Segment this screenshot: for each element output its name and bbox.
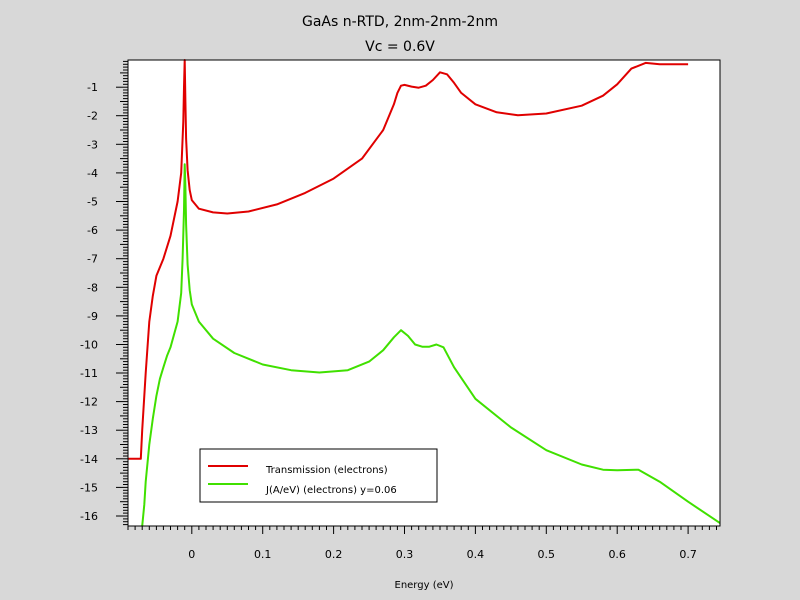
y-tick-label: -8 (87, 281, 98, 294)
x-axis-ticks: 0 0.1 0.2 0.3 0.4 0.5 0.6 0.7 (127, 526, 717, 561)
legend: Transmission (electrons) J(A/eV) (electr… (199, 448, 438, 503)
plot-area (128, 60, 720, 526)
plot-frame (127, 59, 721, 527)
legend-label-current: J(A/eV) (electrons) y=0.06 (265, 485, 397, 496)
y-tick-label: -9 (87, 310, 98, 323)
y-tick-label: -4 (87, 167, 98, 180)
y-tick-label: -15 (80, 481, 98, 494)
series-line-1 (141, 163, 721, 527)
y-tick-label: -6 (87, 224, 98, 237)
y-tick-label: -12 (80, 396, 98, 409)
chart-title: GaAs n-RTD, 2nm-2nm-2nm (302, 14, 498, 30)
y-tick-label: -1 (87, 81, 98, 94)
y-tick-label: -16 (80, 510, 98, 523)
legend-label-transmission: Transmission (electrons) (265, 465, 388, 476)
y-tick-label: -14 (80, 453, 98, 466)
x-tick-label: 0.7 (679, 548, 697, 561)
x-tick-label: 0.3 (396, 548, 414, 561)
y-tick-label: -13 (80, 424, 98, 437)
legend-box (199, 448, 438, 503)
y-axis-ticks: -1 -2 -3 -4 -5 -6 -7 -8 -9 -10 -11 -12 -13 -14 -15 -16 (80, 60, 128, 526)
y-tick-label: -3 (87, 138, 98, 151)
x-tick-label: 0.5 (538, 548, 556, 561)
chart-subtitle: Vc = 0.6V (365, 39, 435, 55)
x-tick-label: 0.4 (467, 548, 485, 561)
y-tick-label: -7 (87, 253, 98, 266)
x-axis-label: Energy (eV) (395, 580, 454, 591)
x-tick-label: 0 (188, 548, 195, 561)
x-tick-label: 0.6 (608, 548, 626, 561)
y-tick-label: -11 (80, 367, 98, 380)
x-tick-label: 0.2 (325, 548, 343, 561)
series-layer (128, 59, 721, 527)
y-tick-label: -2 (87, 110, 98, 123)
y-tick-label: -5 (87, 196, 98, 209)
y-tick-label: -10 (80, 339, 98, 352)
series-line-0 (128, 59, 689, 460)
x-tick-label: 0.1 (254, 548, 272, 561)
